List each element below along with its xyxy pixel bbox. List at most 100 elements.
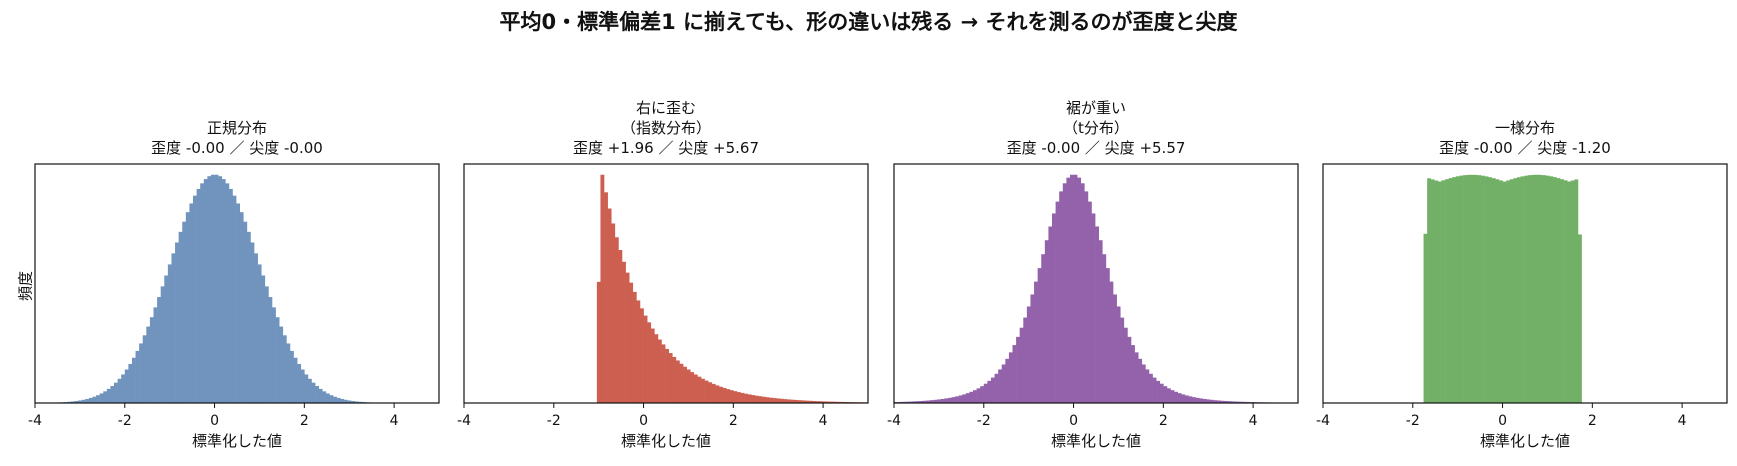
panel-title-line: 歪度 -0.00 ／ 尖度 +5.57	[1006, 139, 1186, 157]
histogram-bar	[67, 401, 72, 403]
histogram-bar	[607, 208, 612, 403]
histogram-bar	[1534, 174, 1539, 403]
histogram-bar	[639, 308, 644, 403]
x-tick-label: 4	[1249, 413, 1258, 429]
histogram-bar	[304, 374, 309, 403]
histogram-bars-1	[49, 174, 381, 403]
histogram-bar	[1026, 306, 1031, 403]
histogram-bar	[178, 231, 183, 403]
histogram-bar	[726, 389, 731, 403]
histogram-bar	[243, 221, 248, 403]
histogram-bar	[665, 348, 669, 403]
histogram-bar	[142, 335, 147, 403]
histogram-bar	[1506, 180, 1511, 403]
histogram-bar	[718, 386, 723, 403]
histogram-bar	[1084, 191, 1089, 403]
histogram-bar	[1224, 401, 1229, 403]
histogram-bar	[1152, 377, 1157, 403]
histogram-bar	[937, 399, 941, 403]
histogram-bar	[1455, 176, 1460, 403]
x-tick-label: -4	[28, 413, 42, 429]
histogram-bar	[1556, 178, 1561, 403]
histogram-bar	[232, 195, 237, 403]
histogram-bar	[1166, 388, 1171, 403]
histogram-bar	[1034, 281, 1038, 403]
histogram-bar	[153, 307, 158, 403]
histogram-bar	[171, 253, 176, 403]
x-tick-label: 0	[210, 413, 219, 429]
histogram-bar	[1545, 175, 1550, 403]
panel-title-1: 正規分布 歪度 -0.00 ／ 尖度 -0.00	[35, 118, 439, 158]
histogram-bar	[833, 401, 838, 403]
histogram-bar	[1062, 183, 1067, 403]
histogram-bar	[264, 286, 269, 403]
histogram-bar	[983, 383, 988, 403]
histogram-bar	[333, 396, 337, 403]
histogram-bar	[1109, 281, 1114, 403]
histogram-bar	[1077, 177, 1082, 403]
histogram-bar	[1538, 174, 1543, 403]
histogram-bar	[1563, 180, 1568, 403]
histogram-bar	[343, 399, 348, 403]
histogram-bar	[139, 343, 144, 403]
histogram-bar	[747, 394, 752, 403]
histogram-bar	[823, 401, 827, 403]
histogram-bar	[708, 382, 713, 403]
x-tick-label: -4	[887, 413, 901, 429]
histogram-bar	[1574, 179, 1579, 403]
histogram-bar	[754, 395, 759, 403]
histogram-bar	[797, 400, 802, 403]
histogram-bar	[307, 378, 312, 403]
histogram-bar	[200, 183, 205, 403]
histogram-bar	[1470, 174, 1475, 403]
histogram-bar	[744, 393, 748, 403]
histogram-bar	[826, 401, 831, 403]
x-tick-label: 2	[300, 413, 309, 429]
histogram-bar	[146, 326, 151, 403]
histogram-bar	[88, 397, 93, 403]
histogram-bar	[1008, 352, 1013, 403]
histogram-bar	[124, 369, 129, 403]
histogram-bar	[1427, 178, 1432, 403]
histogram-bar	[149, 317, 154, 403]
histogram-bar	[70, 401, 75, 403]
histogram-bar	[618, 250, 623, 403]
histogram-bar	[926, 400, 931, 403]
histogram-bar	[994, 373, 999, 403]
histogram-bar	[336, 397, 341, 403]
histogram-bar	[250, 242, 255, 403]
x-axis-label: 標準化した値	[1051, 432, 1141, 450]
histogram-bar	[690, 372, 695, 403]
histogram-bar	[1030, 294, 1035, 403]
histogram-bar	[135, 350, 140, 403]
histogram-bar	[625, 272, 630, 403]
x-tick-label: 0	[1498, 413, 1507, 429]
panel-title-3: 裾が重い （t分布） 歪度 -0.00 ／ 尖度 +5.57	[894, 98, 1298, 158]
histogram-bar	[311, 382, 316, 403]
histogram-bar	[189, 203, 194, 403]
histogram-bar	[1145, 369, 1150, 403]
histogram-bar	[196, 188, 201, 403]
panel-title-line: 歪度 -0.00 ／ 尖度 -0.00	[151, 139, 323, 157]
histogram-bar	[947, 397, 952, 403]
histogram-bar	[1235, 401, 1240, 403]
histogram-bar	[629, 282, 634, 403]
histogram-bar	[246, 231, 251, 403]
histogram-bar	[207, 176, 212, 403]
histogram-bar	[289, 350, 294, 403]
histogram-bar	[1217, 400, 1222, 403]
histogram-bar	[787, 399, 792, 403]
histogram-bar	[1513, 178, 1518, 403]
histogram-bar	[110, 386, 115, 403]
x-axis-label: 標準化した値	[192, 432, 282, 450]
histogram-bar	[92, 396, 97, 403]
x-tick-label: 4	[819, 413, 828, 429]
histogram-bar	[765, 397, 770, 403]
histogram-bars-3	[894, 174, 1297, 403]
histogram-bar	[904, 401, 909, 403]
histogram-bar	[672, 356, 677, 403]
histogram-bar	[1434, 180, 1439, 403]
panel-title-line: 右に歪む	[635, 99, 696, 117]
histogram-bar	[1445, 179, 1449, 403]
chart-suptitle: 平均0・標準偏差1 に揃えても、形の違いは残る → それを測るのが歪度と尖度	[499, 10, 1238, 34]
